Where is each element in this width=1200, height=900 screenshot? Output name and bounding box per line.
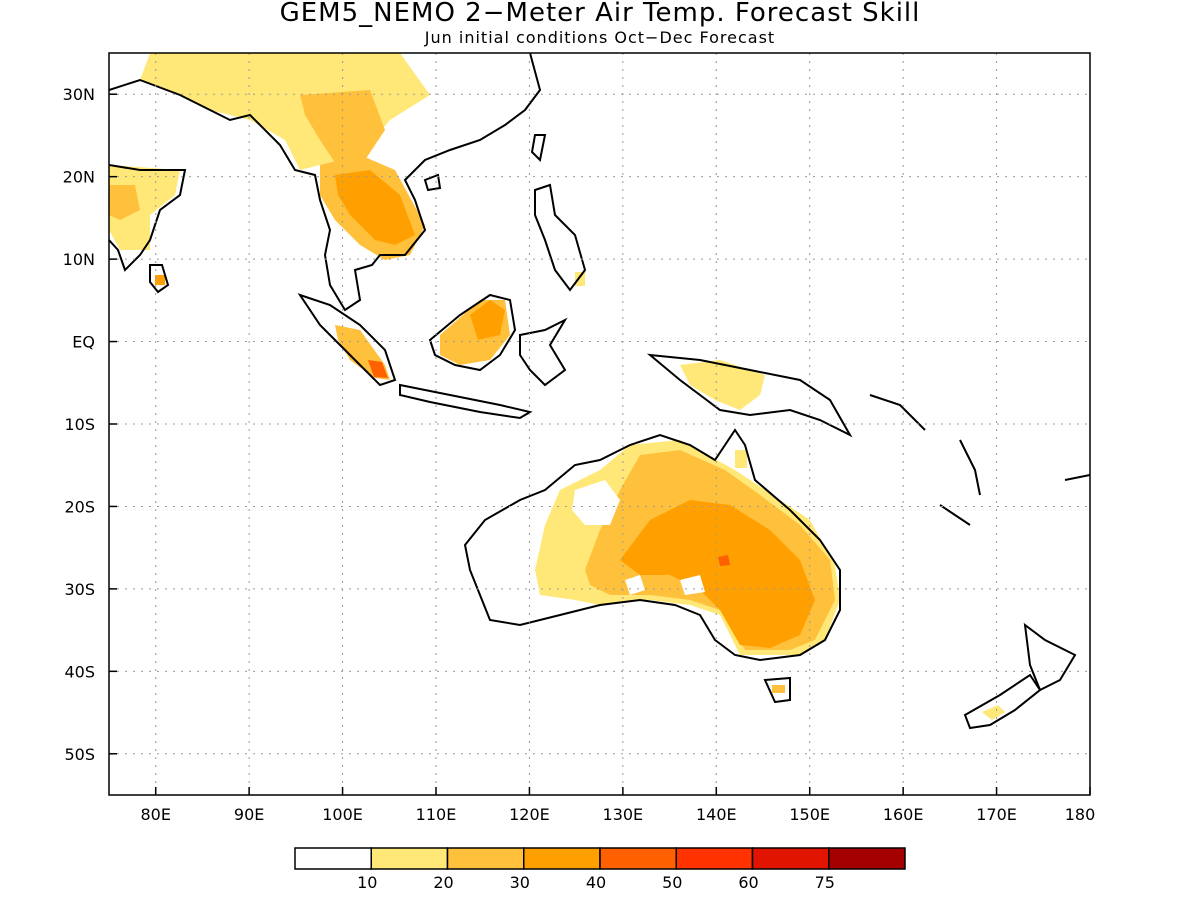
- lat-tick-label: 20N: [63, 168, 95, 187]
- coast-hainan: [423, 173, 442, 192]
- colorbar-label: 75: [815, 873, 835, 892]
- skill-region-australia-inner: [620, 500, 815, 648]
- coast-taiwan: [530, 134, 547, 163]
- skill-region-india-inner: [109, 185, 140, 220]
- skill-spot: [735, 450, 747, 468]
- lat-tick-label: 20S: [64, 497, 95, 516]
- coast-sri-lanka: [149, 264, 170, 294]
- coast-new-zealand-north: [1023, 622, 1077, 692]
- skill-region-australia-hole: [680, 575, 705, 595]
- skill-region-new-zealand: [982, 705, 1005, 720]
- colorbar: 10 20 30 40 50 60 75: [294, 847, 906, 892]
- skill-region-tasmania: [772, 685, 785, 693]
- coast-australia: [463, 428, 841, 662]
- coast-sulawesi: [519, 317, 568, 387]
- skill-region-indochina-core: [335, 170, 415, 245]
- colorbar-label: 60: [738, 873, 758, 892]
- lon-tick-labels: 80E 90E 100E 110E 120E 130E 140E 150E 160E 170E 18…: [140, 787, 1095, 824]
- colorbar-label: 50: [662, 873, 682, 892]
- lat-tick-label: 30N: [63, 85, 95, 104]
- lon-tick-label: 100E: [322, 805, 363, 824]
- map-title: GEM5_NEMO 2−Meter Air Temp. Forecast Ski…: [279, 0, 921, 28]
- colorbar-swatch: [828, 847, 906, 870]
- lon-tick-label: 150E: [789, 805, 830, 824]
- lat-tick-label: 10N: [63, 250, 95, 269]
- skill-shading: [109, 53, 1005, 720]
- coastlines: [109, 53, 1090, 730]
- skill-region-china-inner: [300, 90, 385, 170]
- coast-tasmania: [763, 676, 791, 704]
- lon-tick-label: 120E: [509, 805, 550, 824]
- coast-vanuatu: [959, 439, 981, 496]
- coast-fiji: [1064, 474, 1090, 481]
- colorbar-swatch: [370, 847, 449, 870]
- lon-tick-label: 80E: [140, 805, 170, 824]
- colorbar-label: 40: [586, 873, 606, 892]
- coast-sumatra: [297, 293, 397, 387]
- coast-new-caledonia: [939, 504, 971, 526]
- lon-tick-label: 110E: [416, 805, 457, 824]
- gridlines: [109, 53, 1090, 795]
- skill-region-australia-hot: [718, 555, 730, 566]
- colorbar-swatch: [599, 847, 677, 870]
- lon-tick-label: 170E: [976, 805, 1017, 824]
- coast-asia: [109, 53, 542, 312]
- skill-region-sumatra-hot: [368, 360, 388, 378]
- coast-borneo: [428, 293, 517, 372]
- lon-tick-label: 90E: [234, 805, 264, 824]
- skill-region-new-guinea: [680, 360, 765, 410]
- coast-new-zealand-south: [963, 673, 1042, 730]
- skill-spot: [155, 275, 165, 285]
- skill-spot: [575, 272, 585, 286]
- skill-region-borneo-core: [470, 300, 505, 340]
- colorbar-label: 30: [510, 873, 530, 892]
- lat-tick-label: EQ: [72, 333, 95, 352]
- lat-tick-label: 40S: [64, 662, 95, 681]
- lat-tick-label: 50S: [64, 745, 95, 764]
- coast-new-guinea: [646, 353, 853, 438]
- lon-tick-label: 180: [1065, 805, 1096, 824]
- map-subtitle: Jun initial conditions Oct−Dec Forecast: [424, 28, 776, 47]
- colorbar-swatch: [446, 847, 525, 870]
- coast-java: [399, 383, 533, 420]
- colorbar-swatch: [294, 847, 372, 870]
- colorbar-label: 10: [357, 873, 377, 892]
- colorbar-swatch: [675, 847, 754, 870]
- lat-tick-label: 30S: [64, 580, 95, 599]
- coast-india: [109, 164, 187, 272]
- lon-tick-label: 140E: [696, 805, 737, 824]
- lat-tick-label: 10S: [64, 415, 95, 434]
- colorbar-swatch: [751, 847, 830, 870]
- lon-tick-label: 130E: [603, 805, 644, 824]
- colorbar-label: 20: [433, 873, 453, 892]
- coast-philippines: [534, 183, 587, 292]
- coast-solomon: [869, 394, 926, 431]
- skill-region-australia-hole: [572, 480, 620, 525]
- lat-tick-labels: 30N 20N 10N EQ 10S 20S 30S 40S 50S: [63, 85, 117, 764]
- lon-tick-label: 160E: [883, 805, 924, 824]
- skill-region-australia-hole: [625, 575, 645, 595]
- colorbar-swatch: [523, 847, 601, 870]
